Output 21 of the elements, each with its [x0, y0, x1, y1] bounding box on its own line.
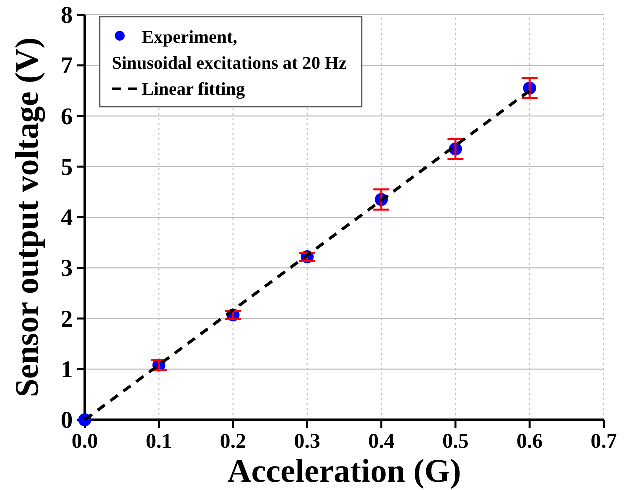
x-tick-label: 0.6 — [516, 429, 543, 453]
x-tick-label: 0.4 — [368, 429, 396, 453]
x-tick-label: 0.0 — [72, 429, 98, 453]
y-tick-label: 0 — [61, 408, 73, 434]
x-tick-label: 0.1 — [146, 429, 172, 453]
legend-label: Linear fitting — [142, 79, 246, 99]
y-tick-label: 2 — [61, 306, 73, 333]
y-tick-label: 3 — [61, 256, 73, 282]
x-axis-title: Acceleration (G) — [228, 454, 462, 490]
x-tick-label: 0.7 — [590, 429, 618, 453]
y-axis-title: Sensor output voltage (V) — [10, 38, 46, 398]
y-tick-label: 6 — [61, 104, 73, 130]
legend-label: Experiment, Sinusoidal excitations at 20 Hz — [112, 27, 348, 73]
x-tick-label: 0.2 — [220, 429, 246, 453]
y-tick-label: 8 — [61, 3, 73, 29]
x-tick-label: 0.3 — [294, 429, 321, 453]
y-tick-label: 5 — [61, 154, 73, 181]
y-tick-label: 7 — [61, 54, 73, 80]
y-tick-label: 1 — [61, 357, 73, 384]
y-tick-label: 4 — [61, 206, 73, 232]
x-tick-label: 0.5 — [442, 429, 469, 453]
